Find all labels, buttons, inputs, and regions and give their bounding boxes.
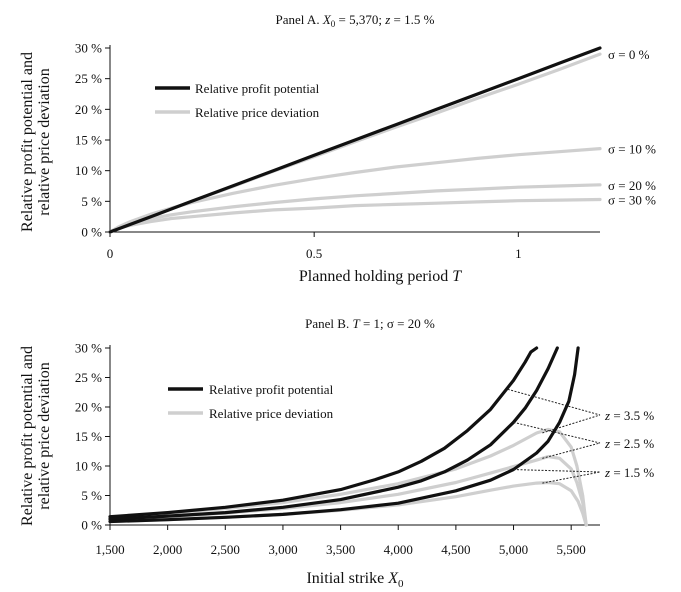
profit-line-z-1-5 (108, 346, 580, 524)
series-label-30: σ = 30 % (608, 192, 656, 207)
x-tick-label: 4,500 (441, 542, 470, 557)
y-tick-label: 30 % (75, 341, 102, 356)
profit-line-z-3-5 (108, 346, 539, 519)
panel-a-legend: Relative profit potential Relative price… (155, 81, 320, 120)
annotation-leader (513, 421, 601, 444)
y-tick-label: 25 % (75, 370, 102, 385)
x-tick-label: 1,500 (95, 542, 124, 557)
panel-b-x-label: Initial strike X0 (306, 570, 404, 590)
legend-label-deviation: Relative price deviation (195, 105, 320, 120)
y-tick-label: 10 % (75, 163, 102, 178)
annotation-label-z-3-5: z = 3.5 % (604, 408, 654, 423)
y-tick-label: 25 % (75, 71, 102, 86)
series-label-10: σ = 10 % (608, 142, 656, 157)
deviation-line-10 (108, 147, 602, 234)
panel-b-y-ticks: 0 % 5 % 10 % 15 % 20 % 25 % 30 % (75, 341, 110, 533)
profit-line (108, 46, 602, 234)
deviation-line-20 (108, 183, 602, 234)
annotation-leader (507, 388, 601, 416)
deviation-line-z-3-5 (108, 427, 588, 527)
x-tick-label: 2,000 (153, 542, 182, 557)
y-tick-label: 5 % (81, 194, 102, 209)
panel-b-annotation-leaders (507, 388, 601, 484)
legend-label-deviation: Relative price deviation (209, 406, 334, 421)
x-tick-label: 0 (107, 246, 114, 261)
x-tick-label: 5,500 (557, 542, 586, 557)
annotation-leader (513, 469, 601, 473)
panel-b-legend: Relative profit potential Relative price… (168, 382, 334, 421)
panel-b-y-label: Relative profit potential and relative p… (19, 346, 53, 526)
panel-b-plot-lines (108, 346, 588, 527)
panel-a-x-ticks: 0 0.5 1 (107, 232, 522, 261)
x-tick-label: 3,500 (326, 542, 355, 557)
annotation-label-z-1-5: z = 1.5 % (604, 465, 654, 480)
x-tick-label: 0.5 (306, 246, 322, 261)
panel-a-y-label-line-2: relative price deviation (36, 68, 53, 215)
panel-a-series-labels: σ = 0 % σ = 10 % σ = 20 %σ = 30 % (608, 47, 656, 207)
legend-label-profit: Relative profit potential (195, 81, 320, 96)
panel-b-x-ticks: 1,500 2,000 2,500 3,000 3,500 4,000 4,500 5,000… (95, 525, 586, 557)
y-tick-label: 10 % (75, 459, 102, 474)
legend-label-profit: Relative profit potential (209, 382, 334, 397)
y-tick-label: 20 % (75, 400, 102, 415)
y-tick-label: 0 % (81, 225, 102, 240)
y-tick-label: 5 % (81, 488, 102, 503)
series-label-0: σ = 0 % (608, 47, 650, 62)
panel-b-y-label-line-1: Relative profit potential and (19, 346, 36, 526)
panel-a-title: Panel A. X0 = 5,370; z = 1.5 % (276, 12, 435, 29)
y-tick-label: 20 % (75, 102, 102, 117)
y-tick-label: 15 % (75, 429, 102, 444)
y-tick-label: 0 % (81, 518, 102, 533)
annotation-label-z-2-5: z = 2.5 % (604, 436, 654, 451)
annotation-leader (542, 414, 601, 434)
x-tick-label: 5,000 (499, 542, 528, 557)
y-tick-label: 30 % (75, 41, 102, 56)
panel-a-y-label: Relative profit potential and relative p… (19, 52, 53, 232)
panel-a-y-ticks: 0 % 5 % 10 % 15 % 20 % 25 % 30 % (75, 41, 110, 240)
series-label-20: σ = 20 % (608, 178, 656, 193)
y-tick-label: 15 % (75, 133, 102, 148)
panel-a: Panel A. X0 = 5,370; z = 1.5 % Relative … (19, 12, 656, 285)
x-tick-label: 3,000 (268, 542, 297, 557)
deviation-line-30 (108, 197, 602, 234)
panel-a-x-label: Planned holding period T (299, 268, 462, 285)
annotation-leader (542, 442, 601, 459)
panel-b-title: Panel B. T = 1; σ = 20 % (305, 316, 435, 331)
x-tick-label: 2,500 (211, 542, 240, 557)
x-tick-label: 1 (515, 246, 522, 261)
panel-b-annotation-labels: z = 3.5 % z = 2.5 % z = 1.5 % (604, 408, 654, 480)
panel-a-plot-lines (108, 46, 602, 234)
panel-a-y-label-line-1: Relative profit potential and (19, 52, 36, 232)
panel-b-y-label-line-2: relative price deviation (36, 362, 53, 509)
x-tick-label: 4,000 (384, 542, 413, 557)
profit-line-z-2-5 (108, 346, 559, 521)
annotation-leader (542, 471, 601, 484)
panel-b: Panel B. T = 1; σ = 20 % Relative profit… (19, 316, 654, 590)
